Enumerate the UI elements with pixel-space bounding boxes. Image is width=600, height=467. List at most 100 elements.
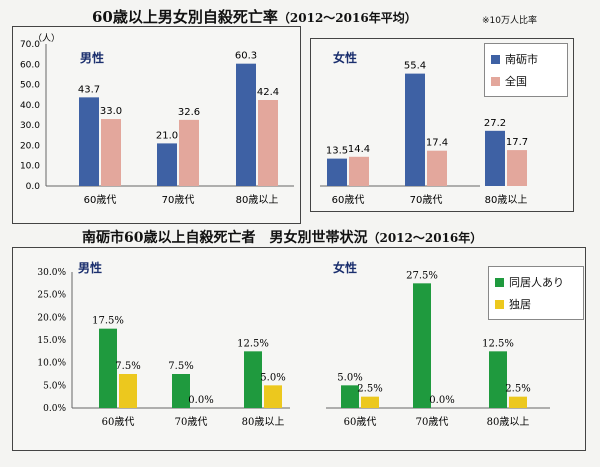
- chart-title-1: 60歳以上男女別自殺死亡率（2012～2016年平均）: [92, 6, 417, 27]
- chart-title-1-main: 60歳以上男女別自殺死亡率: [92, 8, 278, 26]
- bar-primary: [99, 328, 117, 408]
- data-label: 7.5%: [115, 361, 140, 372]
- data-label: 5.0%: [337, 372, 362, 383]
- data-label: 21.0: [156, 130, 178, 141]
- y-tick-label: 0.0%: [43, 404, 66, 414]
- y-tick-label: 50.0: [20, 81, 40, 91]
- data-label: 55.4: [404, 61, 426, 72]
- data-label: 27.5%: [406, 270, 438, 281]
- chart-4-title: 女性: [333, 260, 357, 275]
- legend-item: 南砺市: [491, 48, 561, 70]
- y-tick-label: 70.0: [20, 40, 40, 50]
- data-label: 2.5%: [357, 384, 382, 395]
- y-tick-label: 15.0%: [37, 336, 66, 346]
- x-tick-label: 80歳以上: [485, 194, 528, 206]
- data-label: 17.7: [506, 137, 528, 148]
- legend-swatch-nanto: [491, 54, 500, 64]
- bar-secondary: [507, 150, 527, 186]
- legend-item: 同居人あり: [495, 271, 577, 293]
- data-label: 60.3: [235, 51, 257, 62]
- chart-title-1-period: （2012～2016年平均）: [277, 11, 417, 25]
- bar-primary: [405, 73, 425, 186]
- bar-primary: [157, 143, 177, 186]
- data-label: 5.0%: [260, 372, 285, 383]
- legend-rate: 南砺市 全国: [484, 43, 568, 97]
- chart-2-title: 女性: [333, 50, 357, 65]
- y-tick-label: 40.0: [20, 101, 40, 111]
- y-axis-label: （人）: [33, 33, 60, 44]
- legend-swatch-alone: [495, 299, 504, 309]
- data-label: 42.4: [257, 87, 279, 98]
- chart-title-1-note: ※10万人比率: [482, 16, 537, 26]
- bar-primary: [489, 351, 507, 408]
- x-tick-label: 60歳代: [344, 416, 377, 428]
- data-label: 33.0: [100, 106, 122, 117]
- bar-primary: [236, 63, 256, 187]
- legend-swatch-national: [491, 76, 500, 86]
- bar-secondary: [427, 150, 447, 186]
- y-tick-label: 20.0: [20, 141, 40, 151]
- data-label: 12.5%: [482, 338, 514, 349]
- legend-item: 全国: [491, 70, 561, 92]
- legend-household: 同居人あり 独居: [488, 266, 584, 320]
- bar-secondary: [361, 396, 379, 408]
- bar-primary: [327, 158, 347, 186]
- x-tick-label: 80歳以上: [236, 194, 279, 206]
- y-tick-label: 30.0%: [37, 268, 66, 278]
- y-tick-label: 60.0: [20, 60, 40, 70]
- x-tick-label: 60歳代: [102, 416, 135, 428]
- chart-3-title: 男性: [78, 260, 102, 275]
- x-tick-label: 60歳代: [84, 194, 117, 206]
- legend-label-national: 全国: [505, 75, 527, 88]
- legend-item: 独居: [495, 293, 577, 315]
- legend-label-nanto: 南砺市: [505, 53, 538, 66]
- data-label: 32.6: [178, 107, 200, 118]
- bar-secondary: [258, 99, 278, 186]
- bar-primary: [79, 97, 99, 186]
- data-label: 12.5%: [237, 338, 269, 349]
- y-tick-label: 25.0%: [37, 291, 66, 301]
- data-label: 14.4: [348, 144, 370, 155]
- chart-title-2-main: 南砺市60歳以上自殺死亡者 男女別世帯状況: [82, 230, 368, 246]
- bar-primary: [413, 283, 431, 408]
- bar-primary: [244, 351, 262, 408]
- x-tick-label: 70歳代: [162, 194, 195, 206]
- legend-label-cohabit: 同居人あり: [509, 276, 564, 289]
- chart-1-title: 男性: [80, 50, 104, 65]
- data-label: 17.4: [426, 138, 448, 149]
- y-tick-label: 30.0: [20, 121, 40, 131]
- data-label: 13.5: [326, 146, 348, 157]
- y-tick-label: 5.0%: [43, 381, 66, 391]
- bar-secondary: [264, 385, 282, 408]
- x-tick-label: 70歳代: [175, 416, 208, 428]
- data-label: 43.7: [78, 84, 100, 95]
- data-label: 17.5%: [92, 316, 124, 327]
- bar-secondary: [119, 374, 137, 408]
- x-tick-label: 70歳代: [416, 416, 449, 428]
- legend-label-alone: 独居: [509, 298, 531, 311]
- x-tick-label: 80歳以上: [487, 416, 530, 428]
- chart-title-2-period: （2012～2016年）: [367, 231, 483, 245]
- data-label: 0.0%: [429, 395, 454, 406]
- data-label: 2.5%: [505, 384, 530, 395]
- y-tick-label: 10.0%: [37, 359, 66, 369]
- y-tick-label: 0.0: [26, 182, 41, 192]
- data-label: 27.2: [484, 118, 506, 129]
- y-tick-label: 10.0: [20, 162, 40, 172]
- x-tick-label: 60歳代: [332, 194, 365, 206]
- legend-swatch-cohabit: [495, 277, 504, 287]
- x-tick-label: 70歳代: [410, 194, 443, 206]
- chart-title-2: 南砺市60歳以上自殺死亡者 男女別世帯状況（2012～2016年）: [82, 227, 482, 247]
- bar-secondary: [179, 119, 199, 186]
- bar-secondary: [101, 119, 121, 186]
- y-tick-label: 20.0%: [37, 313, 66, 323]
- bar-primary: [485, 130, 505, 186]
- data-label: 0.0%: [188, 395, 213, 406]
- bar-secondary: [349, 156, 369, 186]
- data-label: 7.5%: [168, 361, 193, 372]
- bar-primary: [341, 385, 359, 408]
- bar-primary: [172, 374, 190, 408]
- x-tick-label: 80歳以上: [242, 416, 285, 428]
- bar-secondary: [509, 396, 527, 408]
